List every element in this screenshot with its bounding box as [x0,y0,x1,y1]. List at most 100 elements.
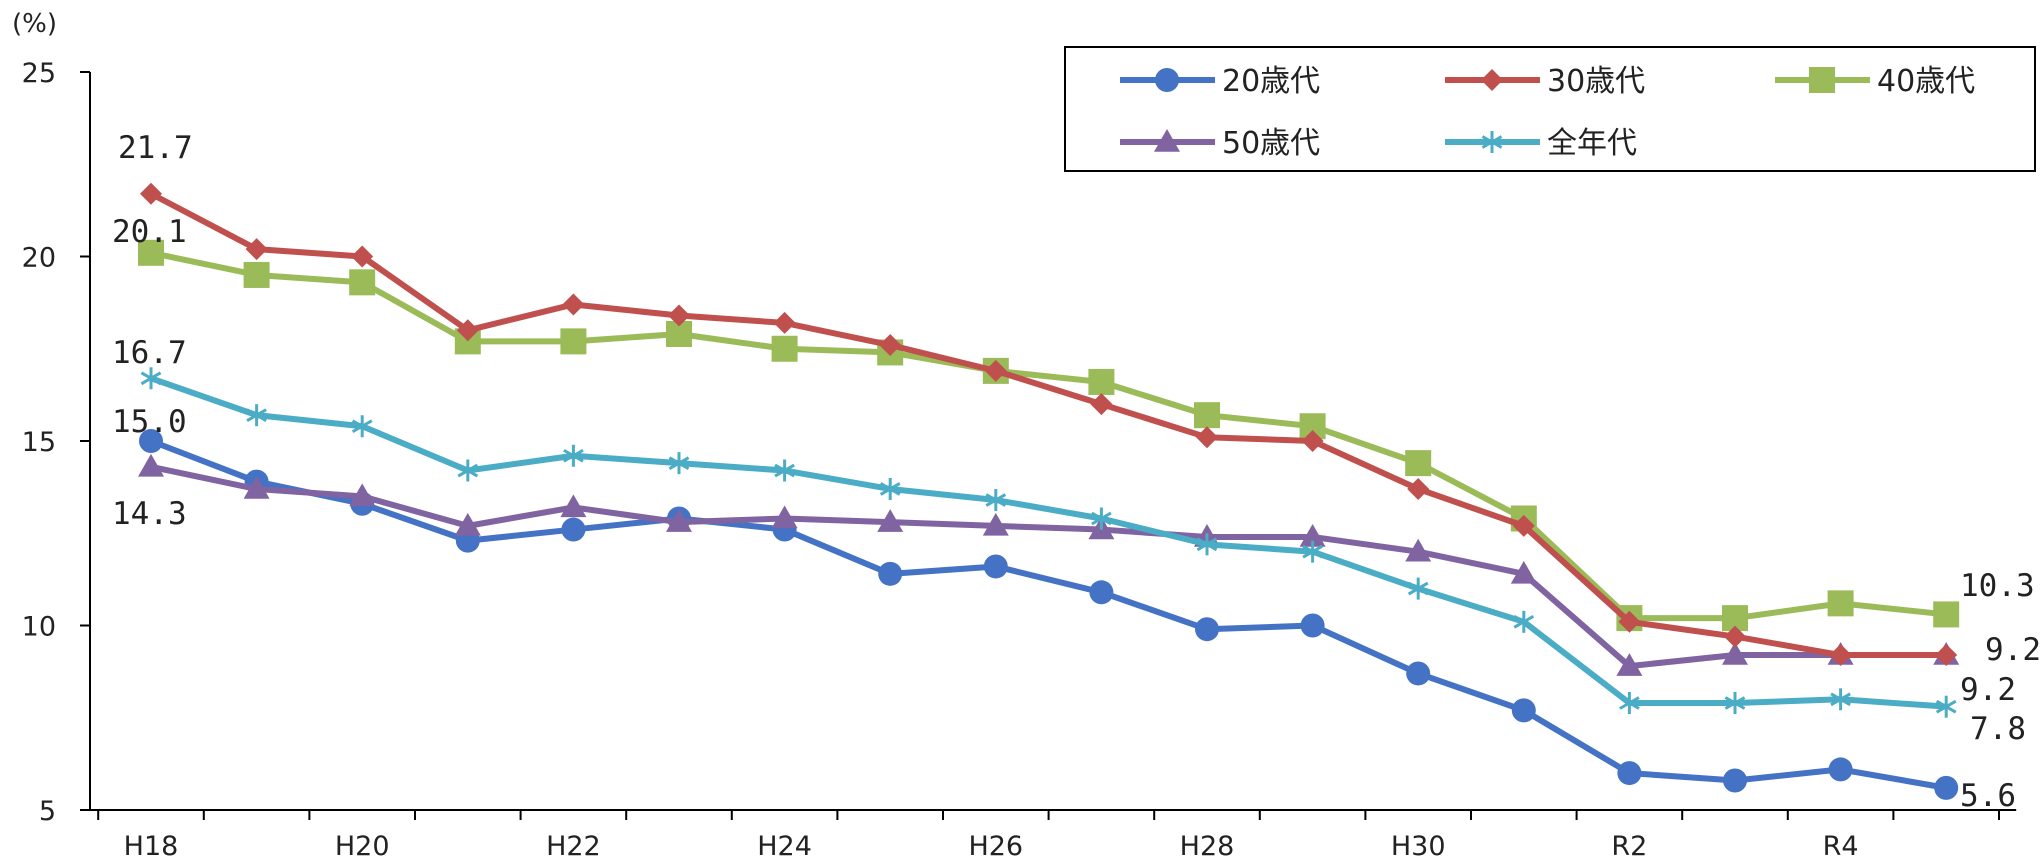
data-point [1723,768,1747,793]
x-tick-label: H28 [1180,831,1235,861]
data-point [1828,757,1853,782]
legend-item: 40歳代 [1775,64,1975,99]
series-line [150,463,1947,670]
data-point [1405,538,1432,562]
x-tick-label: R2 [1611,831,1647,861]
data-point [560,494,587,518]
data-point [1619,691,1640,714]
data-point [138,453,164,477]
data-point [1196,533,1218,556]
data-point [1154,129,1180,152]
data-point [668,304,690,327]
y-tick-label: 20 [22,243,56,274]
data-point [1481,131,1503,153]
data-point [877,509,904,532]
legend-item: 50歳代 [1120,126,1320,161]
legend-label: 20歳代 [1222,64,1320,99]
data-point [245,238,268,261]
data-point [1935,644,1958,667]
data-label: 7.8 [1970,711,2026,747]
data-point [1407,577,1429,600]
y-tick-label: 15 [22,427,56,458]
x-tick-label: H20 [335,831,390,861]
data-point [1194,402,1220,429]
x-tick-label: H22 [546,831,601,861]
data-point [1722,642,1748,665]
data-point [1618,610,1641,633]
legend-box [1064,46,2036,172]
data-label: 9.2 [1985,632,2040,668]
data-point [138,239,164,266]
legend-label: 30歳代 [1547,64,1645,99]
legend-label: 50歳代 [1222,126,1320,161]
data-point [457,459,479,482]
data-label: 20.1 [112,214,187,250]
data-point [774,459,795,482]
data-point [246,404,267,427]
data-point [1299,523,1326,547]
data-point [351,245,374,268]
data-point [349,483,376,507]
series-2 [140,182,1958,667]
x-tick-label: H18 [124,831,179,861]
legend-item: 全年代 [1445,126,1637,161]
data-label: 16.7 [112,335,187,371]
data-point [1830,688,1851,711]
data-point [879,334,902,357]
data-point [1510,560,1537,584]
data-point [668,452,690,475]
data-point [456,319,479,342]
series-4 [138,453,1960,676]
data-point [1405,450,1432,477]
series-5 [140,367,1957,718]
data-point [1513,610,1535,633]
data-point [1827,590,1854,617]
data-point [1935,695,1957,718]
data-label: 5.6 [1960,778,2016,814]
data-point [1616,653,1643,676]
data-point [1302,540,1323,563]
data-label: 21.7 [118,130,193,166]
data-point [1617,761,1642,786]
data-point [562,293,585,316]
data-point [1933,601,1960,628]
data-label: 9.2 [1960,672,2016,708]
data-point [1512,514,1535,537]
data-point [563,444,584,467]
legend-label: 40歳代 [1877,64,1975,99]
data-point [243,261,270,288]
data-point [1829,644,1852,667]
series-line [149,438,1947,791]
data-point [140,182,162,205]
data-point [771,335,798,362]
series-1 [139,429,1959,800]
data-point [983,554,1008,579]
data-point [985,489,1007,512]
data-point [984,359,1007,382]
data-point [1934,775,1959,800]
series-line [150,249,1947,622]
data-point [1155,68,1179,92]
data-point [1511,698,1536,723]
data-point [1195,617,1219,642]
data-point [243,475,270,499]
data-point [140,367,162,390]
legend-item: 20歳代 [1120,64,1320,99]
data-point [878,561,903,586]
data-point [1406,661,1431,686]
data-point [1809,67,1835,93]
data-point [1724,625,1746,648]
legend: 20歳代 30歳代 40歳代 50歳代 全年代 [1064,46,2036,172]
series-line [150,375,1947,710]
data-point [1724,691,1746,714]
data-point [1301,430,1324,452]
data-point [349,269,376,296]
data-point [982,512,1009,536]
data-point [139,429,163,453]
data-point [561,517,586,542]
legend-item: 30歳代 [1445,64,1645,99]
data-point [1481,69,1503,91]
data-label: 14.3 [112,496,187,532]
data-point [879,477,901,500]
